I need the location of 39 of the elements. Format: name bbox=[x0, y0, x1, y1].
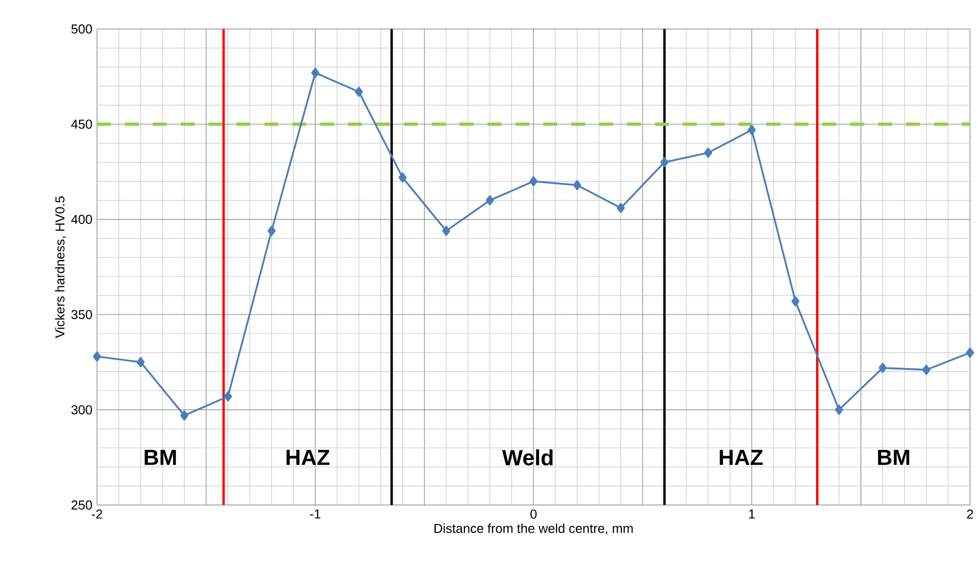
annotation: Weld bbox=[502, 449, 553, 466]
point bbox=[660, 157, 668, 168]
point bbox=[966, 348, 974, 358]
y-tick-label: 350 bbox=[71, 310, 92, 320]
y-tick-label: 300 bbox=[71, 405, 92, 414]
point bbox=[704, 148, 712, 158]
annotation: HAZ bbox=[286, 450, 330, 465]
point bbox=[835, 404, 844, 415]
annotation: HAZ bbox=[720, 450, 763, 465]
point bbox=[442, 226, 450, 236]
point bbox=[311, 68, 320, 78]
y-tick-label: 500 bbox=[71, 24, 92, 34]
annotation: BM bbox=[878, 450, 910, 465]
point bbox=[180, 410, 188, 421]
x-tick-label: 1 bbox=[749, 510, 755, 518]
x-tick-label: -2 bbox=[92, 509, 102, 519]
annotation: BM bbox=[144, 450, 176, 465]
y-tick-label: 250 bbox=[72, 500, 92, 510]
point bbox=[224, 391, 232, 402]
point bbox=[354, 86, 363, 97]
point bbox=[791, 296, 800, 306]
point bbox=[268, 226, 276, 236]
point bbox=[398, 172, 407, 183]
point bbox=[573, 180, 582, 190]
y-tick-label: 400 bbox=[71, 214, 92, 224]
point bbox=[878, 362, 887, 373]
x-tick-label: -1 bbox=[310, 510, 320, 518]
point bbox=[136, 357, 145, 368]
point bbox=[486, 195, 494, 206]
point bbox=[92, 351, 102, 362]
x-tick-label: 2 bbox=[967, 509, 973, 519]
point bbox=[616, 202, 625, 214]
y-axis-title: Vickers hardness, HV0.5 bbox=[54, 196, 66, 338]
point bbox=[529, 176, 538, 186]
x-tick-label: 0 bbox=[530, 509, 537, 519]
point bbox=[922, 364, 930, 375]
x-axis-title: Distance from the weld centre, mm bbox=[434, 524, 633, 535]
y-tick-label: 450 bbox=[71, 120, 92, 129]
point bbox=[748, 124, 756, 135]
